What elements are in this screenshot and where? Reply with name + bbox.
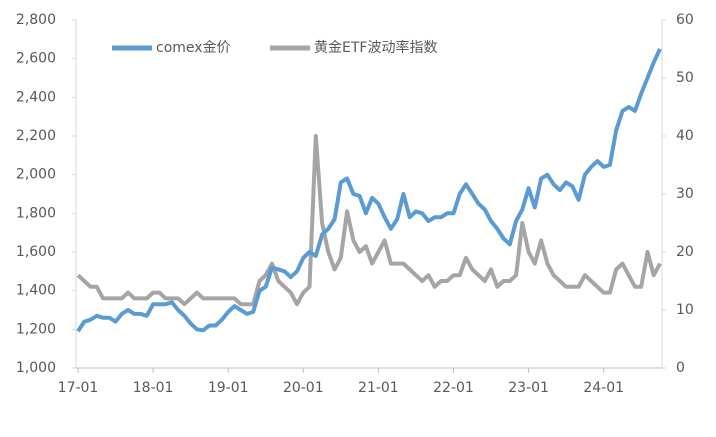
y2-tick-label: 60	[676, 12, 694, 28]
x-tick-label: 23-01	[508, 380, 549, 396]
series-line	[76, 48, 662, 333]
y-tick-label: 2,400	[16, 89, 56, 105]
x-tick-label: 22-01	[433, 380, 474, 396]
y-tick-label: 1,600	[16, 244, 56, 260]
x-tick-label: 24-01	[583, 380, 624, 396]
y2-tick-label: 30	[676, 186, 694, 202]
y-tick-label: 2,800	[16, 12, 56, 28]
legend-label: 黄金ETF波动率指数	[314, 39, 437, 56]
y-tick-label: 1,200	[16, 321, 56, 337]
x-tick-label: 21-01	[358, 380, 399, 396]
series-line	[76, 134, 662, 307]
y-tick-label: 1,800	[16, 205, 56, 221]
y-tick-label: 1,400	[16, 283, 56, 299]
y-tick-label: 2,000	[16, 167, 56, 183]
x-tick-label: 17-01	[58, 380, 99, 396]
y-tick-label: 1,000	[16, 360, 56, 376]
y-tick-label: 2,600	[16, 51, 56, 67]
y2-tick-label: 20	[676, 244, 694, 260]
y2-tick-label: 10	[676, 302, 694, 318]
x-tick-label: 18-01	[133, 380, 174, 396]
y-tick-label: 2,200	[16, 128, 56, 144]
y2-tick-label: 0	[676, 360, 685, 376]
y2-tick-label: 50	[676, 70, 694, 86]
y2-tick-label: 40	[676, 128, 694, 144]
x-tick-label: 20-01	[283, 380, 324, 396]
x-tick-label: 19-01	[208, 380, 249, 396]
legend-label: comex金价	[156, 40, 231, 56]
